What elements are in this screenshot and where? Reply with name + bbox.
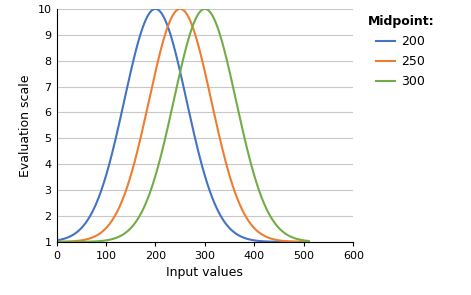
Line: 250: 250 — [57, 9, 309, 242]
300 — [306, 239, 312, 243]
200 — [153, 7, 158, 11]
Line: 200: 200 — [57, 9, 309, 242]
200 — [66, 235, 72, 239]
300 — [176, 74, 182, 78]
X-axis label: Input values: Input values — [166, 266, 244, 279]
Legend: 200, 250, 300: 200, 250, 300 — [363, 10, 439, 93]
200 — [299, 240, 304, 244]
300 — [299, 238, 304, 242]
250 — [176, 7, 182, 11]
200 — [306, 240, 312, 244]
250 — [252, 227, 258, 231]
200 — [177, 66, 182, 70]
250 — [170, 14, 175, 18]
250 — [66, 240, 72, 243]
250 — [54, 240, 59, 244]
200 — [252, 239, 258, 242]
300 — [252, 177, 258, 181]
250 — [306, 240, 312, 244]
200 — [170, 40, 175, 43]
250 — [178, 7, 183, 11]
250 — [299, 240, 304, 244]
200 — [54, 239, 59, 242]
300 — [170, 104, 175, 108]
Y-axis label: Evaluation scale: Evaluation scale — [19, 74, 32, 177]
Line: 300: 300 — [57, 9, 309, 242]
300 — [54, 240, 59, 244]
300 — [202, 7, 208, 11]
200 — [299, 240, 304, 244]
250 — [299, 240, 304, 244]
300 — [66, 240, 72, 244]
300 — [299, 238, 304, 242]
